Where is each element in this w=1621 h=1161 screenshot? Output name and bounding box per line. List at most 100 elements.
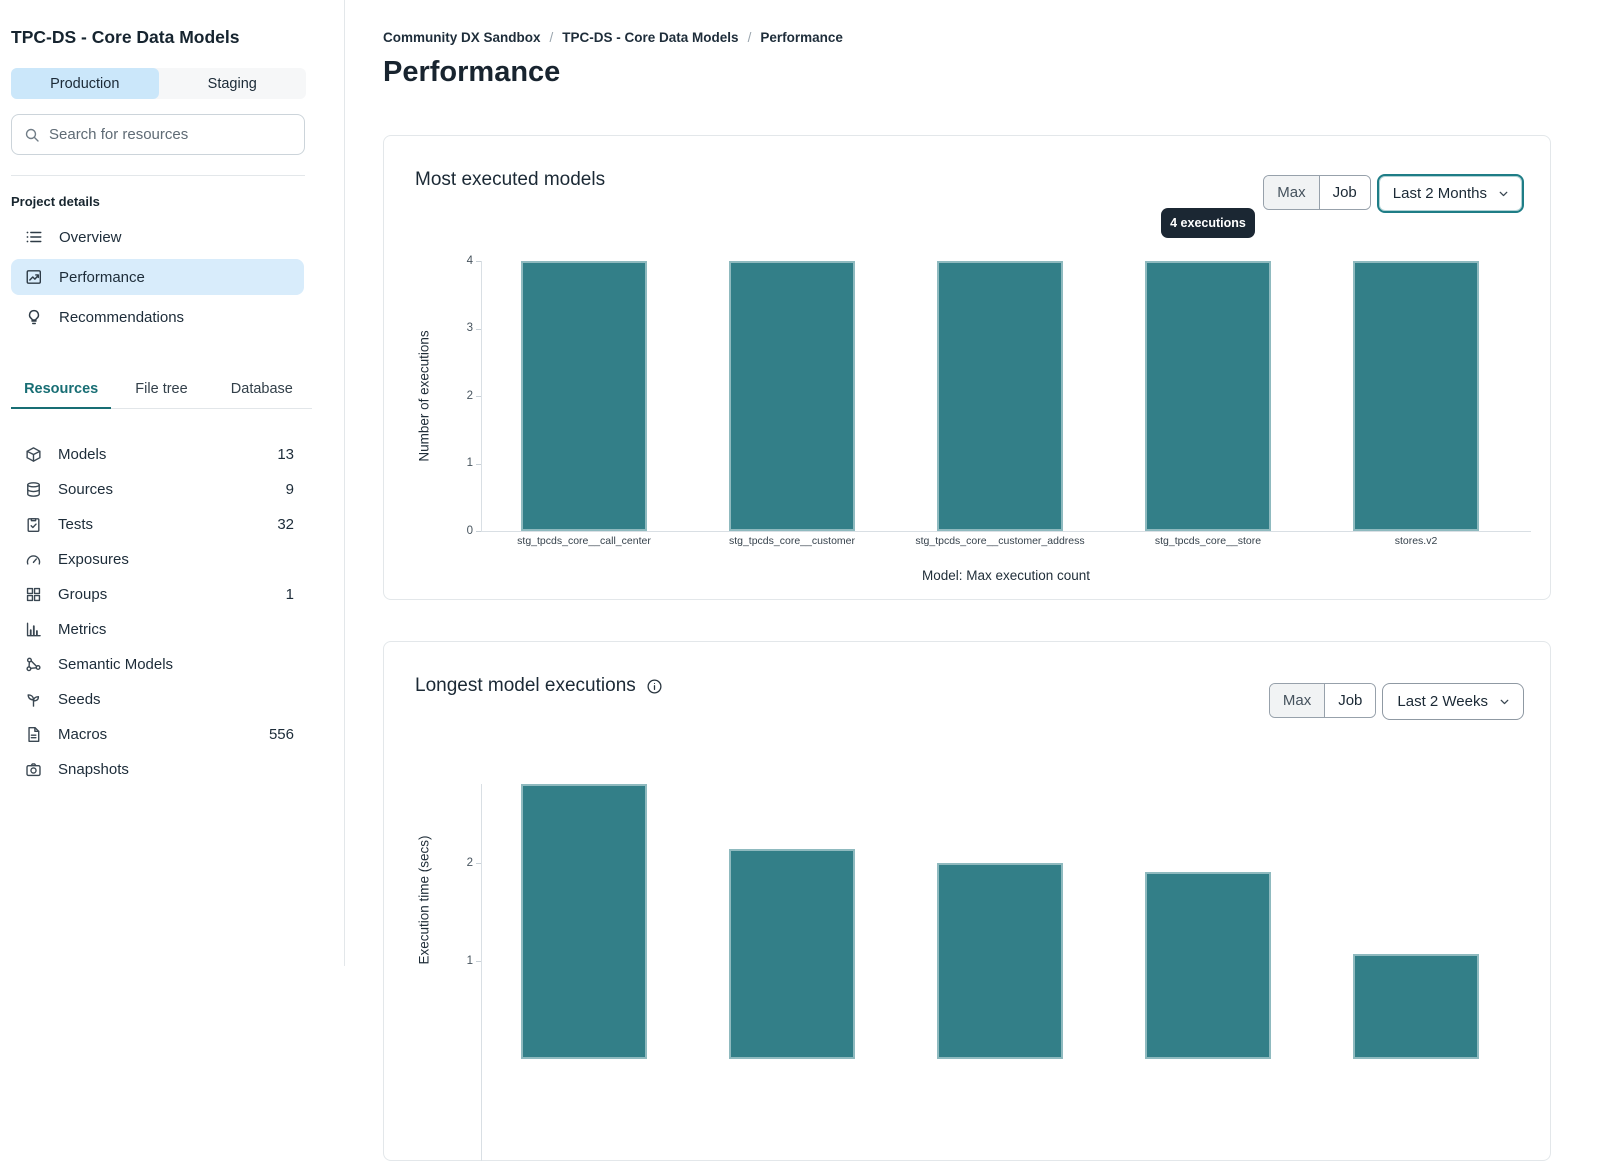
sidebar-nav-item[interactable]: Performance [11,259,304,295]
resource-list-item[interactable]: Metrics [11,612,294,647]
x-tick-label: stg_tpcds_core__customer [728,535,856,547]
resource-count: 32 [277,516,294,533]
environment-tab[interactable]: Production [11,68,159,99]
chevron-down-icon [1498,695,1511,708]
main-content: Community DX Sandbox TPC-DS - Core Data M… [345,0,1621,1161]
sidebar: TPC-DS - Core Data Models Production Sta… [0,0,345,966]
max-job-toggle: Max Job [1268,683,1377,718]
bar[interactable] [521,261,647,531]
bar[interactable] [937,863,1063,1059]
y-tick-mark [476,961,481,962]
seedling-icon [25,691,42,708]
bar[interactable] [729,261,855,531]
y-tick-mark [476,531,481,532]
bar[interactable] [1145,871,1271,1059]
chart-controls: Max Job Last 2 Weeks [1268,683,1524,720]
x-tick-label: stg_tpcds_core__store [1154,535,1262,547]
bar-chart-icon [25,621,42,638]
cube-icon [25,446,42,463]
bar-chart: 0 1 2 3 4 stg_tpcds_core__call_center stg_tpcd… [384,136,1550,599]
y-tick-label: 0 [466,524,473,537]
graph-icon [25,656,42,673]
project-details-label: Project details [11,194,100,209]
x-axis-title: Model: Max execution count [921,568,1091,583]
most-executed-models-card: Most executed models Max Job Last 2 Mont… [383,135,1551,600]
bar[interactable] [1145,261,1271,531]
x-tick-label: stg_tpcds_core__call_center [517,535,651,547]
resource-list-item[interactable]: Sources 9 [11,472,294,507]
resource-list-item[interactable]: Macros 556 [11,717,294,752]
resource-tab[interactable]: File tree [135,381,188,397]
y-tick-label: 1 [466,457,473,469]
y-tick-label: 1 [466,954,473,967]
breadcrumb-item[interactable]: Performance [760,30,843,45]
y-axis-line [481,261,482,531]
y-tick-label: 4 [466,254,473,267]
x-axis-line [481,531,1531,532]
resource-list-item[interactable]: Exposures [11,542,294,577]
bar[interactable] [521,783,647,1059]
max-toggle-button[interactable]: Max [1264,176,1319,209]
longest-model-executions-card: Longest model executions Max Job Last 2 … [383,641,1551,1161]
project-nav: Overview Performance Recommendations [11,219,344,335]
date-range-select[interactable]: Last 2 Months [1376,174,1524,213]
file-icon [25,726,42,743]
project-title: TPC-DS - Core Data Models [11,27,240,47]
resource-tab[interactable]: Database [230,381,293,397]
camera-icon [25,761,42,778]
resource-list-item[interactable]: Tests 32 [11,507,294,542]
clipboard-icon [25,516,42,533]
resource-list-item[interactable]: Groups 1 [11,577,294,612]
gauge-icon [25,551,42,568]
chart-title: Most executed models [415,169,606,190]
date-range-select[interactable]: Last 2 Weeks [1382,683,1524,720]
chart-tooltip: 4 executions [1161,208,1255,238]
resource-count: 9 [285,481,294,498]
resource-count: 556 [268,726,294,743]
resource-list-item[interactable]: Seeds [11,682,294,717]
y-tick-mark [476,463,481,465]
resource-list: Models 13 Sources 9 Tests 32 Exposures G… [11,437,344,787]
bar[interactable] [1353,261,1479,531]
chart-title: Longest model executions [415,675,663,697]
x-tick-label: stores.v2 [1394,535,1438,547]
resource-list-item[interactable]: Snapshots [11,752,294,787]
search-box[interactable] [11,114,305,155]
resource-tab[interactable]: Resources [11,373,112,409]
breadcrumb-item[interactable]: Community DX Sandbox [383,30,553,45]
max-toggle-button[interactable]: Max [1269,684,1325,717]
y-tick-mark [476,261,481,262]
search-icon [24,127,40,143]
resource-tabs: Resources File tree Database [11,373,312,409]
y-tick-label: 2 [466,389,473,402]
grid-icon [25,586,42,603]
page-title: Performance [383,56,561,88]
list-icon [25,228,43,246]
resource-count: 13 [277,446,294,463]
job-toggle-button[interactable]: Job [1318,176,1370,209]
y-tick-label: 2 [466,856,473,869]
y-tick-mark [476,328,481,330]
environment-tab[interactable]: Staging [207,75,257,92]
database-icon [25,481,42,498]
environment-tabs: Production Staging [11,68,306,99]
sidebar-nav-item[interactable]: Overview [11,219,304,255]
sidebar-nav-item[interactable]: Recommendations [11,299,304,335]
x-tick-label: stg_tpcds_core__customer_address [915,535,1085,547]
bar[interactable] [729,849,855,1059]
chevron-down-icon [1497,187,1510,200]
y-tick-mark [476,396,481,397]
y-axis-line [481,784,482,1161]
job-toggle-button[interactable]: Job [1324,684,1376,717]
resource-list-item[interactable]: Semantic Models [11,647,294,682]
y-tick-label: 3 [466,322,473,334]
search-input[interactable] [49,126,292,143]
resource-list-item[interactable]: Models 13 [11,437,294,472]
breadcrumb-item[interactable]: TPC-DS - Core Data Models [562,30,751,45]
info-icon[interactable] [646,678,663,695]
bar[interactable] [1353,954,1479,1059]
breadcrumb: Community DX Sandbox TPC-DS - Core Data M… [383,30,843,45]
y-tick-mark [476,863,481,864]
bulb-icon [25,308,43,326]
bar[interactable] [937,261,1063,531]
